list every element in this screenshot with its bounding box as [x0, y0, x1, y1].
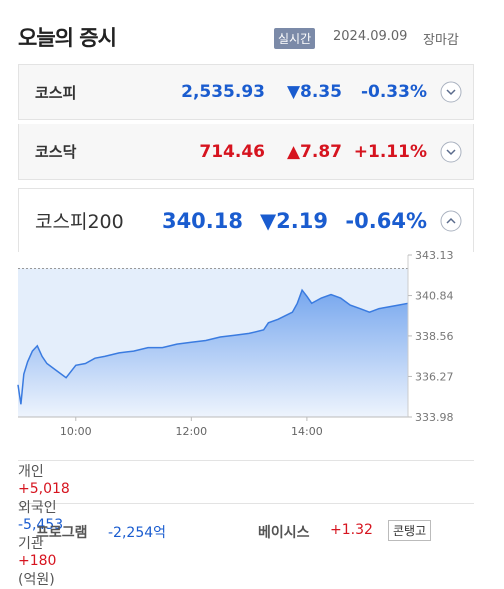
index-rate: -0.64% [345, 208, 427, 233]
y-tick-label: 340.84 [415, 290, 454, 303]
basis-value: +1.32 [330, 522, 373, 538]
y-tick-label: 343.13 [415, 249, 454, 262]
area-fill [18, 290, 408, 417]
y-tick-label: 333.98 [415, 411, 454, 424]
toggle-button[interactable] [440, 81, 462, 103]
index-name: 코스피 [35, 83, 77, 102]
index-change: ▼2.19 [260, 208, 328, 233]
x-tick-label: 14:00 [291, 425, 323, 438]
investor-name: 외국인 [18, 500, 57, 516]
index-row: 코스피200 340.18 ▼2.19 -0.64% [18, 188, 474, 252]
realtime-badge: 실시간 [274, 28, 316, 49]
index-rate: +1.11% [353, 141, 427, 162]
investor-name: 기관 [18, 536, 44, 552]
investor-value: +5,018 [18, 481, 70, 497]
y-tick-label: 336.27 [415, 370, 454, 383]
date: 2024.09.09 [333, 29, 408, 44]
y-tick-label: 338.56 [415, 330, 454, 343]
program-label: 프로그램 [36, 525, 88, 541]
index-row: 코스피 2,535.93 ▼8.35 -0.33% [18, 64, 474, 120]
investor-name: 개인 [18, 464, 44, 480]
toggle-button[interactable] [440, 210, 462, 232]
index-rate: -0.33% [360, 82, 427, 102]
basis-tag: 콘탱고 [388, 520, 432, 541]
investor-row: 개인 +5,018 외국인 -5,453 기관 +180 (억원) [18, 460, 474, 588]
investor-value: +180 [18, 553, 57, 569]
basis-label: 베이시스 [258, 525, 310, 541]
price-line [17, 288, 409, 405]
program-value: -2,254억 [108, 525, 167, 541]
title: 오늘의 증시 [18, 26, 117, 50]
index-value: 340.18 [161, 208, 243, 233]
investor-value: -5,453 [18, 517, 64, 533]
chart: 333.98 336.27 338.56 340.84 343.13 10:00 12:00… [17, 249, 454, 438]
index-change: ▲7.87 [286, 141, 342, 162]
index-name: 코스피200 [35, 211, 124, 233]
unit: (억원) [18, 572, 55, 588]
index-change: ▼8.35 [286, 82, 342, 102]
index-value: 2,535.93 [181, 82, 265, 102]
index-name: 코스닥 [35, 143, 77, 161]
index-value: 714.46 [199, 141, 265, 162]
toggle-button[interactable] [440, 141, 462, 163]
index-row: 코스닥 714.46 ▲7.87 +1.11% [18, 124, 474, 180]
page: {"header": {"title": "오늘의 증시", "badge": … [17, 26, 474, 588]
x-tick-label: 12:00 [175, 425, 207, 438]
x-tick-label: 10:00 [60, 425, 92, 438]
market-status: 장마감 [423, 33, 459, 48]
